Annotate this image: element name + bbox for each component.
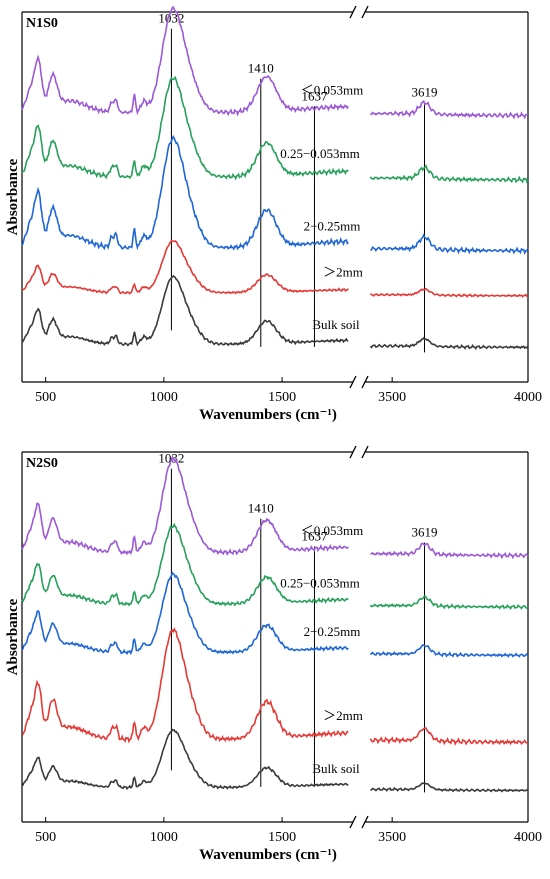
x-tick-label: 1500 <box>268 390 296 405</box>
peak-label-1637: 1637 <box>301 528 328 543</box>
peak-label-3619: 3619 <box>411 525 437 540</box>
series-label-2: 0.25−0.053mm <box>280 576 360 591</box>
axis-break-mark <box>361 5 369 19</box>
x-tick-label: 1500 <box>268 830 296 845</box>
axis-break-mark <box>349 5 357 19</box>
x-axis-title: Wavenumbers (cm⁻¹) <box>199 407 337 423</box>
series-line-2 <box>21 75 349 181</box>
axis-break-mark <box>361 445 369 459</box>
series-label-5: Bulk soil <box>312 761 360 776</box>
x-tick-label: 3500 <box>378 390 406 405</box>
series-line-5 <box>21 275 349 347</box>
series-label-1: ＜0.053mm <box>301 523 363 538</box>
peak-label-1410: 1410 <box>248 501 274 516</box>
series-line-4-high <box>369 287 529 299</box>
series-line-3-high <box>369 644 529 658</box>
x-tick-label: 1000 <box>150 390 178 405</box>
axis-break-mark <box>361 815 369 829</box>
x-tick-label: 500 <box>35 830 56 845</box>
series-line-2 <box>21 522 349 607</box>
panel-2: 500 1000 1500 3500 4000 Wavenumbers (cm⁻¹) Abs… <box>5 445 542 863</box>
series-line-3 <box>21 134 349 251</box>
x-tick-label: 500 <box>35 390 56 405</box>
panel-title: N1S0 <box>26 16 58 31</box>
series-line-2-high <box>369 595 529 611</box>
series-label-5: Bulk soil <box>312 317 360 332</box>
series-line-5-high <box>370 782 529 793</box>
series-line-4-high <box>369 727 529 746</box>
series-line-4 <box>21 239 349 295</box>
series-line-1-high <box>370 99 529 120</box>
axis-break-mark <box>349 815 357 829</box>
axis-break-mark <box>361 375 369 389</box>
series-label-3: 2−0.25mm <box>304 218 361 233</box>
series-label-4: ＞2mm <box>323 265 363 280</box>
x-tick-label: 4000 <box>514 390 542 405</box>
panel-1: 500 1000 1500 3500 4000 Wavenumbers (cm⁻¹) Abs… <box>5 5 542 423</box>
series-label-2: 0.25−0.053mm <box>280 146 360 161</box>
series-line-1-high <box>370 542 529 560</box>
series-line-2-high <box>369 163 529 184</box>
y-axis-title: Absorbance <box>5 598 21 675</box>
series-line-5 <box>21 728 349 791</box>
x-tick-label: 4000 <box>514 830 542 845</box>
peak-label-1637: 1637 <box>301 88 328 103</box>
series-line-5-high <box>369 336 529 350</box>
series-line-3 <box>21 571 349 656</box>
x-tick-label: 3500 <box>378 830 406 845</box>
series-line-1 <box>21 5 349 117</box>
panel-title: N2S0 <box>26 456 58 471</box>
axis-break-mark <box>349 375 357 389</box>
series-line-4 <box>21 627 349 744</box>
series-label-3: 2−0.25mm <box>304 624 361 639</box>
y-axis-title: Absorbance <box>5 158 21 235</box>
axis-break-mark <box>349 445 357 459</box>
peak-label-3619: 3619 <box>411 85 437 100</box>
series-label-4: ＞2mm <box>323 708 363 723</box>
x-tick-label: 1000 <box>150 830 178 845</box>
peak-label-1410: 1410 <box>248 61 274 76</box>
series-label-1: ＜0.053mm <box>301 83 363 98</box>
series-line-1 <box>21 454 349 556</box>
series-line-3-high <box>370 233 529 255</box>
x-axis-title: Wavenumbers (cm⁻¹) <box>199 847 337 863</box>
